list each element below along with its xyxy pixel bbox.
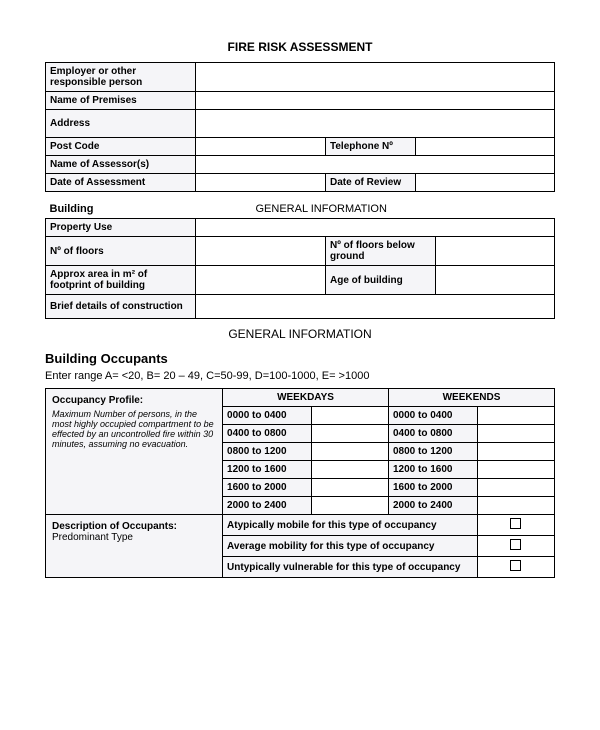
wd-val-5[interactable] — [311, 497, 388, 515]
we-time-0: 0000 to 0400 — [389, 407, 478, 425]
profile-text: Maximum Number of persons, in the most h… — [52, 409, 216, 449]
desc-sub: Predominant Type — [52, 532, 133, 543]
wd-val-0[interactable] — [311, 407, 388, 425]
label-premises: Name of Premises — [46, 92, 196, 110]
we-val-1[interactable] — [477, 425, 554, 443]
label-postcode: Post Code — [46, 138, 196, 156]
employer-table: Employer or other responsible person Nam… — [45, 62, 555, 192]
input-property-use[interactable] — [196, 219, 555, 237]
profile-cell: Occupancy Profile: Maximum Number of per… — [46, 389, 223, 515]
wd-time-3: 1200 to 1600 — [223, 461, 312, 479]
label-property-use: Property Use — [46, 219, 196, 237]
checkbox-2[interactable] — [477, 557, 554, 578]
input-age[interactable] — [436, 266, 555, 295]
profile-label: Occupancy Profile: — [52, 395, 143, 406]
building-heading: Building — [46, 200, 196, 219]
occupants-heading: Building Occupants — [45, 351, 555, 366]
input-area[interactable] — [196, 266, 326, 295]
wd-val-1[interactable] — [311, 425, 388, 443]
desc-cell: Description of Occupants: Predominant Ty… — [46, 515, 223, 578]
input-floors[interactable] — [196, 237, 326, 266]
opt-0: Atypically mobile for this type of occup… — [223, 515, 477, 536]
wd-val-3[interactable] — [311, 461, 388, 479]
wd-time-2: 0800 to 1200 — [223, 443, 312, 461]
label-area: Approx area in m² of footprint of buildi… — [46, 266, 196, 295]
label-date-assess: Date of Assessment — [46, 174, 196, 192]
wd-val-2[interactable] — [311, 443, 388, 461]
label-employer: Employer or other responsible person — [46, 63, 196, 92]
we-time-1: 0400 to 0800 — [389, 425, 478, 443]
label-date-review: Date of Review — [326, 174, 416, 192]
checkbox-1[interactable] — [477, 536, 554, 557]
we-val-5[interactable] — [477, 497, 554, 515]
weekends-head: WEEKENDS — [389, 389, 555, 407]
we-val-2[interactable] — [477, 443, 554, 461]
occupants-range: Enter range A= <20, B= 20 – 49, C=50-99,… — [45, 370, 555, 382]
occupants-table: Occupancy Profile: Maximum Number of per… — [45, 388, 555, 578]
label-age: Age of building — [326, 266, 436, 295]
weekdays-head: WEEKDAYS — [223, 389, 389, 407]
opt-1: Average mobility for this type of occupa… — [223, 536, 477, 557]
input-telephone[interactable] — [416, 138, 555, 156]
gen-info-2: GENERAL INFORMATION — [45, 327, 555, 341]
we-val-4[interactable] — [477, 479, 554, 497]
checkbox-0[interactable] — [477, 515, 554, 536]
label-floors-below: Nº of floors below ground — [326, 237, 436, 266]
label-construction: Brief details of construction — [46, 295, 196, 319]
label-telephone: Telephone Nº — [326, 138, 416, 156]
opt-2: Untypically vulnerable for this type of … — [223, 557, 477, 578]
wd-time-1: 0400 to 0800 — [223, 425, 312, 443]
page-title: FIRE RISK ASSESSMENT — [45, 40, 555, 54]
wd-time-5: 2000 to 2400 — [223, 497, 312, 515]
we-time-2: 0800 to 1200 — [389, 443, 478, 461]
wd-time-0: 0000 to 0400 — [223, 407, 312, 425]
label-assessors: Name of Assessor(s) — [46, 156, 196, 174]
input-employer[interactable] — [196, 63, 555, 92]
input-address[interactable] — [196, 110, 555, 138]
wd-val-4[interactable] — [311, 479, 388, 497]
we-time-3: 1200 to 1600 — [389, 461, 478, 479]
input-construction[interactable] — [196, 295, 555, 319]
input-date-assess[interactable] — [196, 174, 326, 192]
input-assessors[interactable] — [196, 156, 555, 174]
we-time-4: 1600 to 2000 — [389, 479, 478, 497]
we-val-3[interactable] — [477, 461, 554, 479]
building-table: Building GENERAL INFORMATION Property Us… — [45, 200, 555, 319]
desc-label: Description of Occupants: — [52, 521, 177, 532]
input-date-review[interactable] — [416, 174, 555, 192]
label-address: Address — [46, 110, 196, 138]
wd-time-4: 1600 to 2000 — [223, 479, 312, 497]
we-time-5: 2000 to 2400 — [389, 497, 478, 515]
we-val-0[interactable] — [477, 407, 554, 425]
label-floors: Nº of floors — [46, 237, 196, 266]
input-premises[interactable] — [196, 92, 555, 110]
gen-info-1: GENERAL INFORMATION — [196, 200, 555, 219]
input-floors-below[interactable] — [436, 237, 555, 266]
input-postcode[interactable] — [196, 138, 326, 156]
